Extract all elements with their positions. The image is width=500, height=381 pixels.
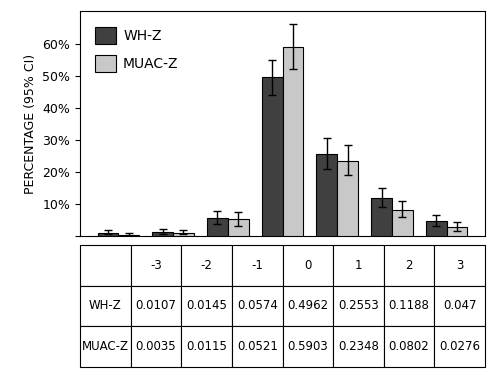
Bar — [337, 161, 358, 236]
Legend: WH-Z, MUAC-Z: WH-Z, MUAC-Z — [87, 18, 187, 80]
Bar — [316, 154, 337, 236]
Bar — [228, 219, 248, 236]
Bar — [98, 233, 118, 236]
Bar — [152, 232, 173, 236]
Bar — [392, 210, 413, 236]
Bar — [371, 198, 392, 236]
Bar — [207, 218, 228, 236]
Bar — [446, 227, 468, 236]
Bar — [426, 221, 446, 236]
Bar — [173, 232, 194, 236]
Y-axis label: PERCENTAGE (95% CI): PERCENTAGE (95% CI) — [24, 54, 36, 194]
Bar — [282, 46, 304, 236]
Bar — [262, 77, 282, 236]
Bar — [118, 235, 139, 236]
